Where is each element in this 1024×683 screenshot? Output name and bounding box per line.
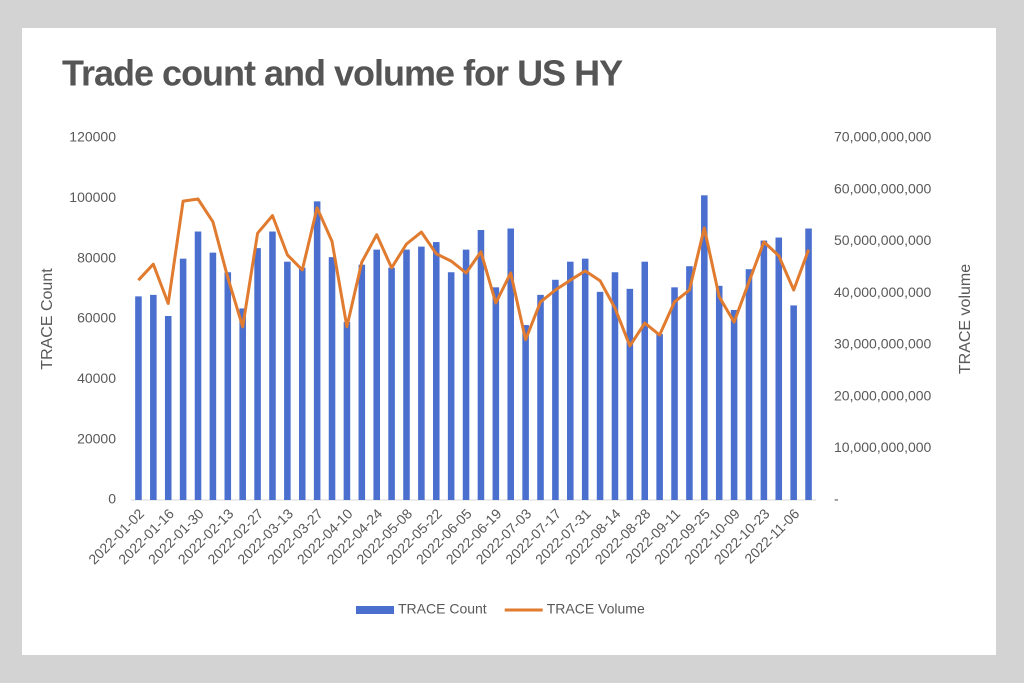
bar — [760, 240, 768, 501]
legend-label: TRACE Count — [398, 601, 487, 617]
bar — [462, 249, 470, 500]
bar — [671, 287, 678, 500]
bar — [269, 231, 276, 500]
bar — [537, 294, 544, 500]
bar — [403, 249, 410, 500]
bar — [790, 305, 797, 500]
bar — [656, 334, 663, 500]
bar — [611, 272, 619, 500]
y-tick-label: 80000 — [77, 249, 116, 265]
bar — [254, 248, 261, 500]
bar — [701, 195, 708, 501]
bar — [135, 296, 142, 500]
bar — [343, 322, 351, 500]
bar — [447, 272, 455, 500]
bar — [328, 257, 336, 500]
y2-tick-label: 50,000,000,000 — [834, 232, 932, 248]
y2-tick-label: 60,000,000,000 — [834, 180, 932, 196]
line — [137, 197, 811, 348]
bar — [313, 201, 321, 500]
bar — [388, 267, 395, 500]
bar — [492, 287, 500, 500]
y2-tick-label: 10,000,000,000 — [834, 439, 932, 455]
y2-tick-label: 30,000,000,000 — [834, 336, 932, 352]
chart-title: Trade count and volume for US HY — [62, 53, 623, 94]
bar — [522, 325, 529, 500]
bar — [745, 269, 753, 500]
bar — [373, 249, 380, 500]
bar — [567, 261, 574, 500]
bar — [507, 228, 515, 500]
y2-axis-label: TRACE volume — [957, 264, 974, 374]
bar — [418, 246, 425, 500]
bar — [626, 288, 634, 500]
bar — [150, 294, 157, 500]
bar — [730, 309, 738, 500]
y2-tick-label: 20,000,000,000 — [834, 387, 932, 403]
y-tick-label: 0 — [108, 491, 116, 507]
bar — [715, 285, 723, 500]
bar — [477, 230, 485, 500]
legend-label: TRACE Volume — [547, 601, 645, 617]
bar — [164, 315, 172, 500]
bar — [239, 308, 246, 500]
bar — [641, 261, 649, 500]
y-tick-label: 100000 — [69, 189, 116, 205]
bar — [298, 267, 306, 500]
y-tick-label: 60000 — [77, 310, 116, 326]
y2-tick-label: 40,000,000,000 — [834, 284, 932, 300]
y-tick-label: 20000 — [77, 430, 116, 446]
bar — [224, 272, 232, 500]
y-axis-label: TRACE Count — [39, 268, 56, 370]
bar — [209, 252, 217, 500]
bar — [194, 231, 202, 500]
bar — [805, 228, 812, 500]
bar — [179, 258, 187, 500]
bar — [686, 266, 693, 500]
y-tick-label: 120000 — [69, 129, 116, 145]
legend-swatch — [356, 606, 394, 614]
bar — [432, 242, 440, 500]
y2-tick-label: 70,000,000,000 — [834, 129, 932, 145]
bar — [552, 279, 559, 500]
y2-tick-label: - — [834, 491, 839, 507]
bar — [775, 237, 783, 501]
bar — [284, 261, 291, 500]
bar — [358, 264, 366, 500]
bar — [596, 291, 604, 500]
y-tick-label: 40000 — [77, 370, 116, 386]
bar — [581, 258, 589, 500]
